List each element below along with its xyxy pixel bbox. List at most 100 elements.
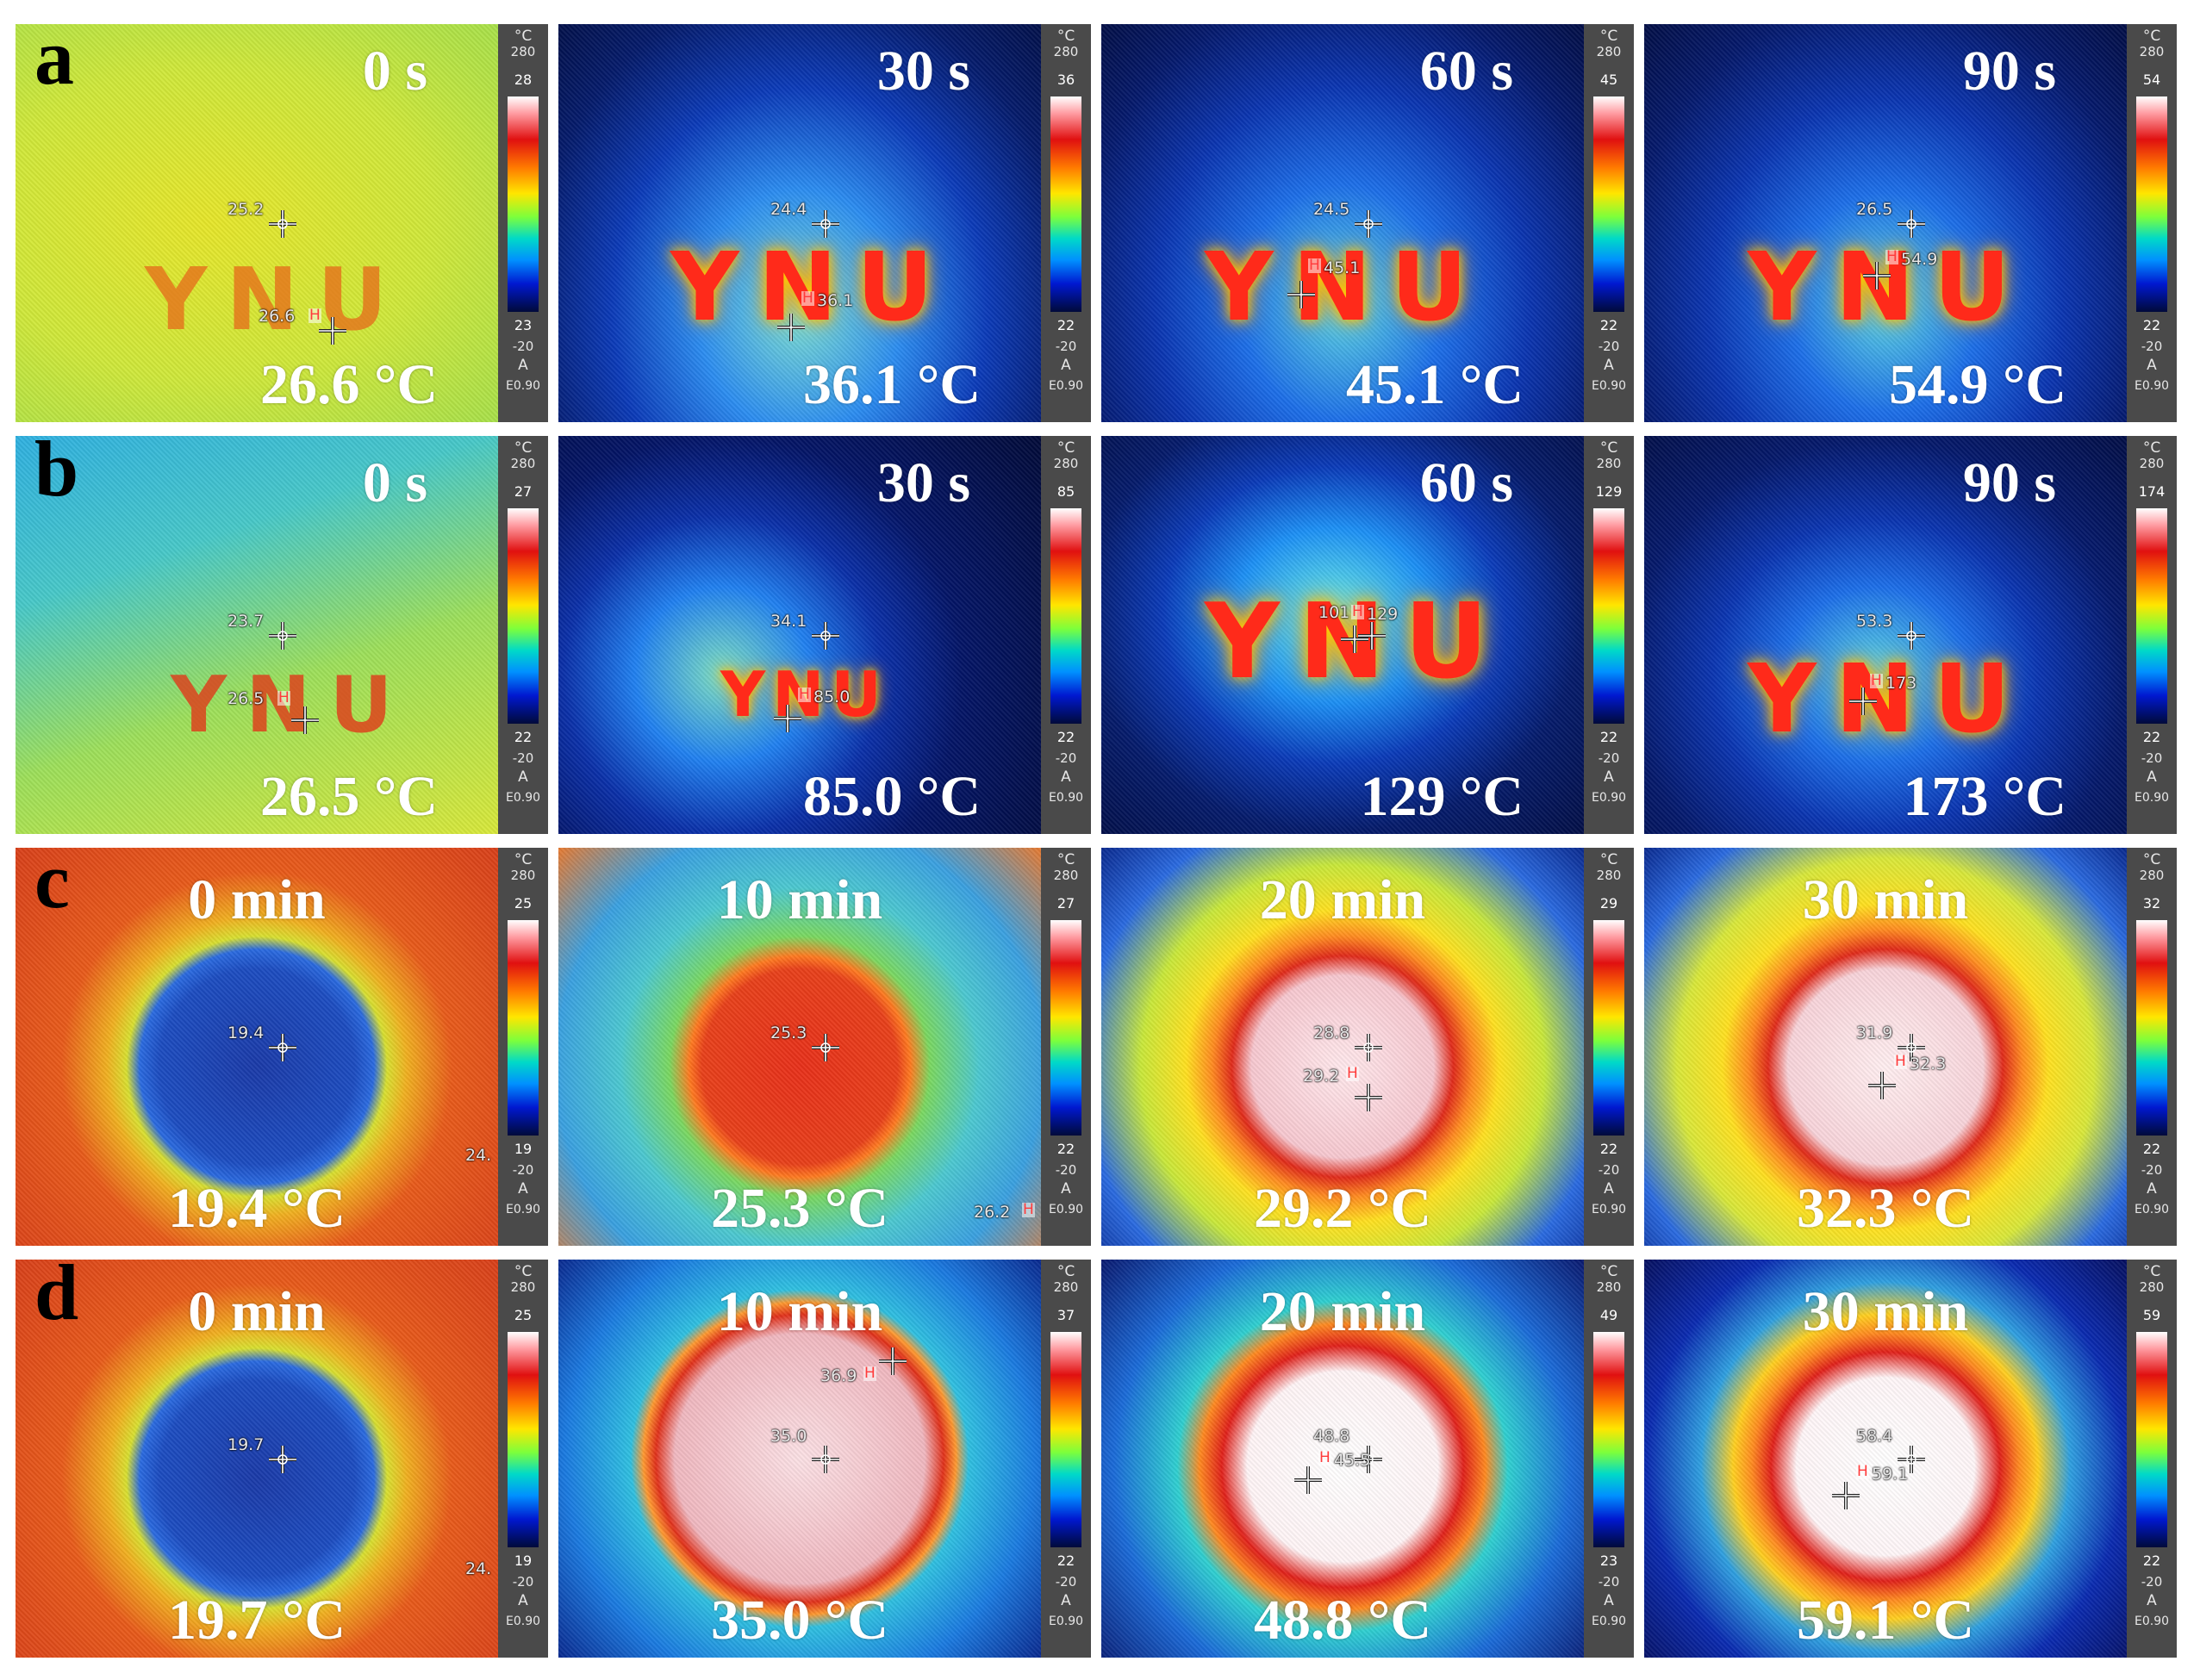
scale-mode: A bbox=[2147, 1180, 2157, 1198]
crosshair-icon bbox=[1868, 1072, 1896, 1099]
color-gradient bbox=[1593, 920, 1624, 1136]
time-label: 0 min bbox=[188, 868, 326, 931]
scale-range-high: 280 bbox=[510, 44, 536, 59]
emissivity: E0.90 bbox=[1048, 379, 1084, 393]
hotspot-reading: 59.1 bbox=[1872, 1465, 1909, 1484]
scale-range-high: 280 bbox=[1596, 44, 1622, 59]
emissivity: E0.90 bbox=[2134, 1615, 2170, 1628]
scale-range-high: 280 bbox=[1053, 44, 1079, 59]
hotspot-marker: H bbox=[798, 686, 811, 703]
spot-reading: 28.8 bbox=[1313, 1024, 1350, 1042]
scale-range-low: -20 bbox=[512, 1574, 534, 1590]
color-scale-bar: °C 280 37 22 -20 A E0.90 bbox=[1041, 1260, 1091, 1658]
scale-range-low: -20 bbox=[512, 750, 534, 766]
scale-max: 54 bbox=[2142, 72, 2161, 88]
scale-unit: °C bbox=[1599, 851, 1618, 868]
hotspot-reading: 129 bbox=[1367, 605, 1399, 624]
scale-range-low: -20 bbox=[1055, 750, 1077, 766]
crosshair-icon bbox=[1898, 1446, 1925, 1473]
thermal-panel: YNU 60 s 24.5 H 45.1 45.1 °C °C 280 45 2… bbox=[1101, 24, 1634, 422]
color-scale-bar: °C 280 54 22 -20 A E0.90 bbox=[2127, 24, 2177, 422]
spot-reading: 53.3 bbox=[1856, 612, 1893, 631]
crosshair-icon bbox=[1355, 1034, 1382, 1061]
temperature-label: 129 °C bbox=[1360, 765, 1524, 828]
scale-unit: °C bbox=[2142, 439, 2161, 457]
color-gradient bbox=[1593, 1332, 1624, 1547]
sample-pattern: YNU bbox=[1748, 644, 2030, 754]
temperature-label: 19.4 °C bbox=[167, 1177, 346, 1240]
temperature-label: 29.2 °C bbox=[1253, 1177, 1432, 1240]
color-gradient bbox=[1050, 96, 1081, 312]
crosshair-icon bbox=[812, 622, 839, 650]
scale-min: 22 bbox=[1056, 1141, 1075, 1157]
thermal-panel: YNU 90 s 26.5 H 54.9 54.9 °C °C 280 54 2… bbox=[1644, 24, 2177, 422]
emissivity: E0.90 bbox=[505, 1615, 541, 1628]
scale-range-low: -20 bbox=[2141, 1162, 2163, 1178]
color-gradient bbox=[2136, 920, 2167, 1136]
emissivity: E0.90 bbox=[1591, 1615, 1627, 1628]
temperature-label: 26.5 °C bbox=[259, 765, 438, 828]
hotspot-reading: 36.1 bbox=[817, 291, 854, 310]
scale-range-low: -20 bbox=[1598, 1574, 1620, 1590]
crosshair-icon bbox=[1849, 688, 1877, 715]
emissivity: E0.90 bbox=[1048, 1203, 1084, 1216]
hotspot-marker: H bbox=[1894, 1053, 1907, 1070]
temperature-label: 45.1 °C bbox=[1345, 353, 1524, 416]
sample-pattern: YNU bbox=[1205, 232, 1487, 342]
scale-min: 22 bbox=[2142, 1141, 2161, 1157]
temperature-label: 26.6 °C bbox=[259, 353, 438, 416]
scale-range-high: 280 bbox=[510, 1279, 536, 1295]
temperature-label: 36.1 °C bbox=[802, 353, 981, 416]
color-gradient bbox=[1593, 508, 1624, 724]
color-gradient bbox=[2136, 96, 2167, 312]
crosshair-icon bbox=[879, 1347, 907, 1375]
scale-max: 25 bbox=[514, 1307, 533, 1323]
sample-pattern: YNU bbox=[670, 232, 953, 342]
scale-range-low: -20 bbox=[512, 1162, 534, 1178]
hotspot-reading: 32.3 bbox=[1910, 1055, 1947, 1073]
spot-reading: 58.4 bbox=[1856, 1427, 1893, 1446]
scale-range-high: 280 bbox=[2139, 868, 2165, 883]
scale-min: 22 bbox=[2142, 729, 2161, 745]
scale-max: 27 bbox=[514, 483, 533, 500]
color-scale-bar: °C 280 29 22 -20 A E0.90 bbox=[1584, 848, 1634, 1246]
time-label: 10 min bbox=[716, 868, 883, 931]
scale-mode: A bbox=[1604, 768, 1614, 786]
row-d: d 0 min 19.7 24. 19.7 °C °C 280 25 19 -2… bbox=[16, 1253, 2187, 1658]
thermal-panel: YNU 30 s 34.1 H 85.0 85.0 °C °C 280 85 2… bbox=[558, 436, 1091, 834]
scale-mode: A bbox=[1061, 357, 1071, 374]
emissivity: E0.90 bbox=[505, 1203, 541, 1216]
thermal-panel: 30 min 58.4 H 59.1 59.1 °C °C 280 59 22 … bbox=[1644, 1260, 2177, 1658]
scale-min: 19 bbox=[514, 1552, 533, 1569]
emissivity: E0.90 bbox=[1591, 1203, 1627, 1216]
color-gradient bbox=[508, 508, 539, 724]
scale-mode: A bbox=[1061, 1592, 1071, 1609]
scale-mode: A bbox=[2147, 357, 2157, 374]
scale-range-low: -20 bbox=[2141, 339, 2163, 354]
temperature-label: 35.0 °C bbox=[710, 1589, 889, 1652]
hotspot-reading: 26.5 bbox=[227, 689, 265, 708]
scale-range-low: -20 bbox=[1598, 1162, 1620, 1178]
color-scale-bar: °C 280 49 23 -20 A E0.90 bbox=[1584, 1260, 1634, 1658]
row-label: d bbox=[34, 1248, 79, 1336]
temperature-label: 25.3 °C bbox=[710, 1177, 889, 1240]
scale-min: 22 bbox=[1599, 317, 1618, 333]
hotspot-reading: 26.6 bbox=[259, 307, 296, 326]
scale-mode: A bbox=[518, 768, 528, 786]
scale-min: 22 bbox=[1599, 1141, 1618, 1157]
color-gradient bbox=[508, 920, 539, 1136]
sample-pattern: YNU bbox=[1748, 232, 2030, 342]
scale-max: 27 bbox=[1056, 895, 1075, 912]
hotspot-reading: 173 bbox=[1885, 674, 1917, 693]
crosshair-icon bbox=[1355, 1084, 1382, 1111]
scale-mode: A bbox=[518, 1592, 528, 1609]
crosshair-icon bbox=[319, 317, 346, 345]
spot-reading: 101 bbox=[1318, 603, 1350, 622]
scale-mode: A bbox=[1604, 357, 1614, 374]
scale-max: 49 bbox=[1599, 1307, 1618, 1323]
scale-max: 45 bbox=[1599, 72, 1618, 88]
scale-range-high: 280 bbox=[2139, 456, 2165, 471]
thermal-panel: YNU 0 s 23.7 26.5 H 26.5 °C °C 280 27 22… bbox=[16, 436, 548, 834]
row-b: b YNU 0 s 23.7 26.5 H 26.5 °C °C 280 27 … bbox=[16, 429, 2187, 834]
time-label: 0 s bbox=[362, 451, 427, 514]
